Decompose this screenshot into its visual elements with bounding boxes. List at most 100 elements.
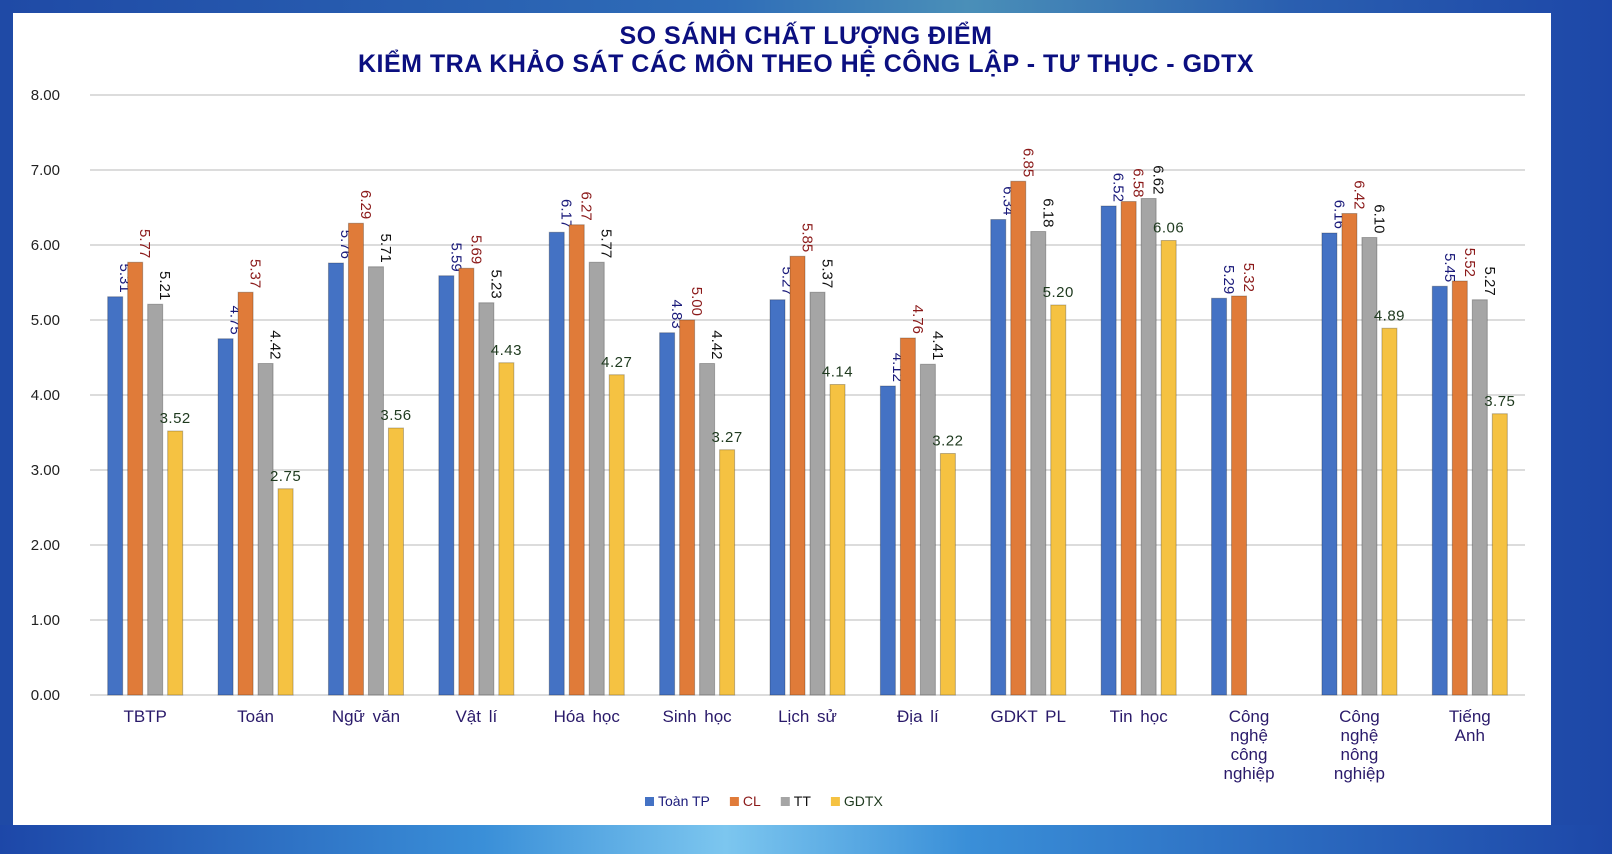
data-label: 5.77 [136, 229, 153, 258]
bar-cl [899, 337, 916, 696]
x-tick-label: Toán [237, 707, 274, 726]
bar-gdtx [277, 488, 294, 696]
bar-cl [237, 291, 254, 696]
x-tick-label: nghiệp [1224, 764, 1275, 783]
data-label: 6.18 [1039, 198, 1056, 227]
y-tick-label: 8.00 [31, 87, 60, 104]
bar-cl [789, 255, 806, 696]
data-label: 3.75 [1484, 393, 1515, 410]
data-label: 6.17 [558, 199, 575, 228]
y-tick-label: 4.00 [31, 387, 60, 404]
legend-entry: GDTX [844, 793, 884, 809]
data-label: 4.89 [1374, 307, 1405, 324]
data-label: 4.42 [708, 330, 725, 359]
data-label: 5.23 [487, 270, 504, 299]
x-tick-label: nghệ [1341, 726, 1379, 745]
bar-tt [919, 363, 936, 696]
x-tick-label: Hóa học [554, 707, 621, 726]
bar-tt [147, 303, 164, 696]
bar-toàn-tp [1321, 232, 1338, 696]
y-tick-label: 0.00 [31, 687, 60, 704]
bar-toàn-tp [1211, 297, 1228, 696]
bar-cl [1451, 280, 1468, 696]
data-label: 2.75 [270, 468, 301, 485]
data-label: 5.69 [467, 235, 484, 264]
bar-gdtx [939, 453, 956, 696]
x-tick-label: Vật lí [455, 707, 497, 726]
bar-toàn-tp [1100, 205, 1117, 696]
data-label: 6.58 [1130, 168, 1147, 197]
data-label: 3.52 [160, 410, 191, 427]
legend-swatch [780, 797, 790, 806]
data-label: 4.27 [601, 354, 632, 371]
bar-toàn-tp [327, 262, 344, 696]
x-tick-label: Công [1229, 707, 1270, 726]
x-tick-label: Tin học [1110, 707, 1169, 726]
data-label: 3.56 [380, 407, 411, 424]
legend-swatch [830, 797, 840, 806]
bar-toàn-tp [107, 296, 124, 696]
bar-tt [588, 261, 605, 696]
data-label: 4.42 [267, 330, 284, 359]
bar-gdtx [498, 362, 515, 696]
y-tick-label: 7.00 [31, 162, 60, 179]
bar-toàn-tp [438, 275, 455, 696]
bar-tt [1140, 198, 1157, 696]
bar-cl [679, 319, 696, 696]
legend-entry: TT [794, 793, 812, 809]
chart-title: SO SÁNH CHẤT LƯỢNG ĐIỂM KIỂM TRA KHẢO SÁ… [0, 22, 1612, 78]
bar-gdtx [608, 374, 625, 696]
bar-gdtx [719, 449, 736, 696]
x-tick-label: Công [1339, 707, 1380, 726]
bar-cl [127, 261, 144, 696]
bar-gdtx [167, 430, 184, 696]
data-label: 5.77 [598, 229, 615, 258]
bar-cl [1231, 295, 1248, 696]
x-tick-label: Sinh học [663, 707, 733, 726]
x-tick-label: Anh [1455, 726, 1485, 745]
bar-toàn-tp [548, 231, 565, 696]
bar-gdtx [1050, 304, 1067, 696]
bar-cl [347, 222, 364, 696]
x-tick-label: công [1231, 745, 1268, 764]
y-tick-label: 5.00 [31, 312, 60, 329]
data-label: 5.85 [799, 223, 816, 252]
chart-title-line-2: KIỂM TRA KHẢO SÁT CÁC MÔN THEO HỆ CÔNG L… [357, 50, 1255, 78]
bar-toàn-tp [1431, 285, 1448, 696]
bar-gdtx [387, 427, 404, 696]
data-label: 6.42 [1350, 180, 1367, 209]
x-tick-label: nghệ [1230, 726, 1268, 745]
data-label: 5.27 [1481, 267, 1498, 296]
bar-toàn-tp [990, 219, 1007, 696]
data-label: 4.76 [909, 305, 926, 334]
bar-gdtx [829, 384, 846, 696]
legend-swatch [729, 797, 739, 806]
data-label: 6.62 [1150, 165, 1167, 194]
chart-title-line-1: SO SÁNH CHẤT LƯỢNG ĐIỂM [619, 22, 993, 50]
bar-cl [458, 267, 475, 696]
data-label: 5.45 [1441, 253, 1458, 282]
legend-swatch [645, 797, 654, 806]
x-tick-label: Tiếng [1449, 707, 1491, 726]
y-tick-label: 2.00 [31, 537, 60, 554]
bar-tt [1471, 299, 1488, 696]
data-label: 5.37 [247, 259, 264, 288]
bar-tt [1361, 237, 1378, 696]
bar-gdtx [1160, 240, 1177, 696]
data-label: 5.37 [819, 259, 836, 288]
x-tick-label: nông [1341, 745, 1379, 764]
x-tick-label: TBTP [123, 707, 166, 726]
data-label: 4.14 [822, 364, 853, 381]
x-tick-label: nghiệp [1334, 764, 1385, 783]
bar-gdtx [1491, 413, 1508, 696]
x-tick-label: Địa lí [897, 707, 939, 726]
x-tick-label: Ngữ văn [332, 707, 400, 726]
data-label: 5.20 [1043, 284, 1074, 301]
bar-toàn-tp [659, 332, 676, 696]
bar-toàn-tp [217, 338, 234, 696]
bar-cl [568, 224, 585, 696]
data-label: 6.06 [1153, 220, 1184, 237]
data-label: 6.10 [1370, 204, 1387, 233]
bar-tt [809, 291, 826, 696]
